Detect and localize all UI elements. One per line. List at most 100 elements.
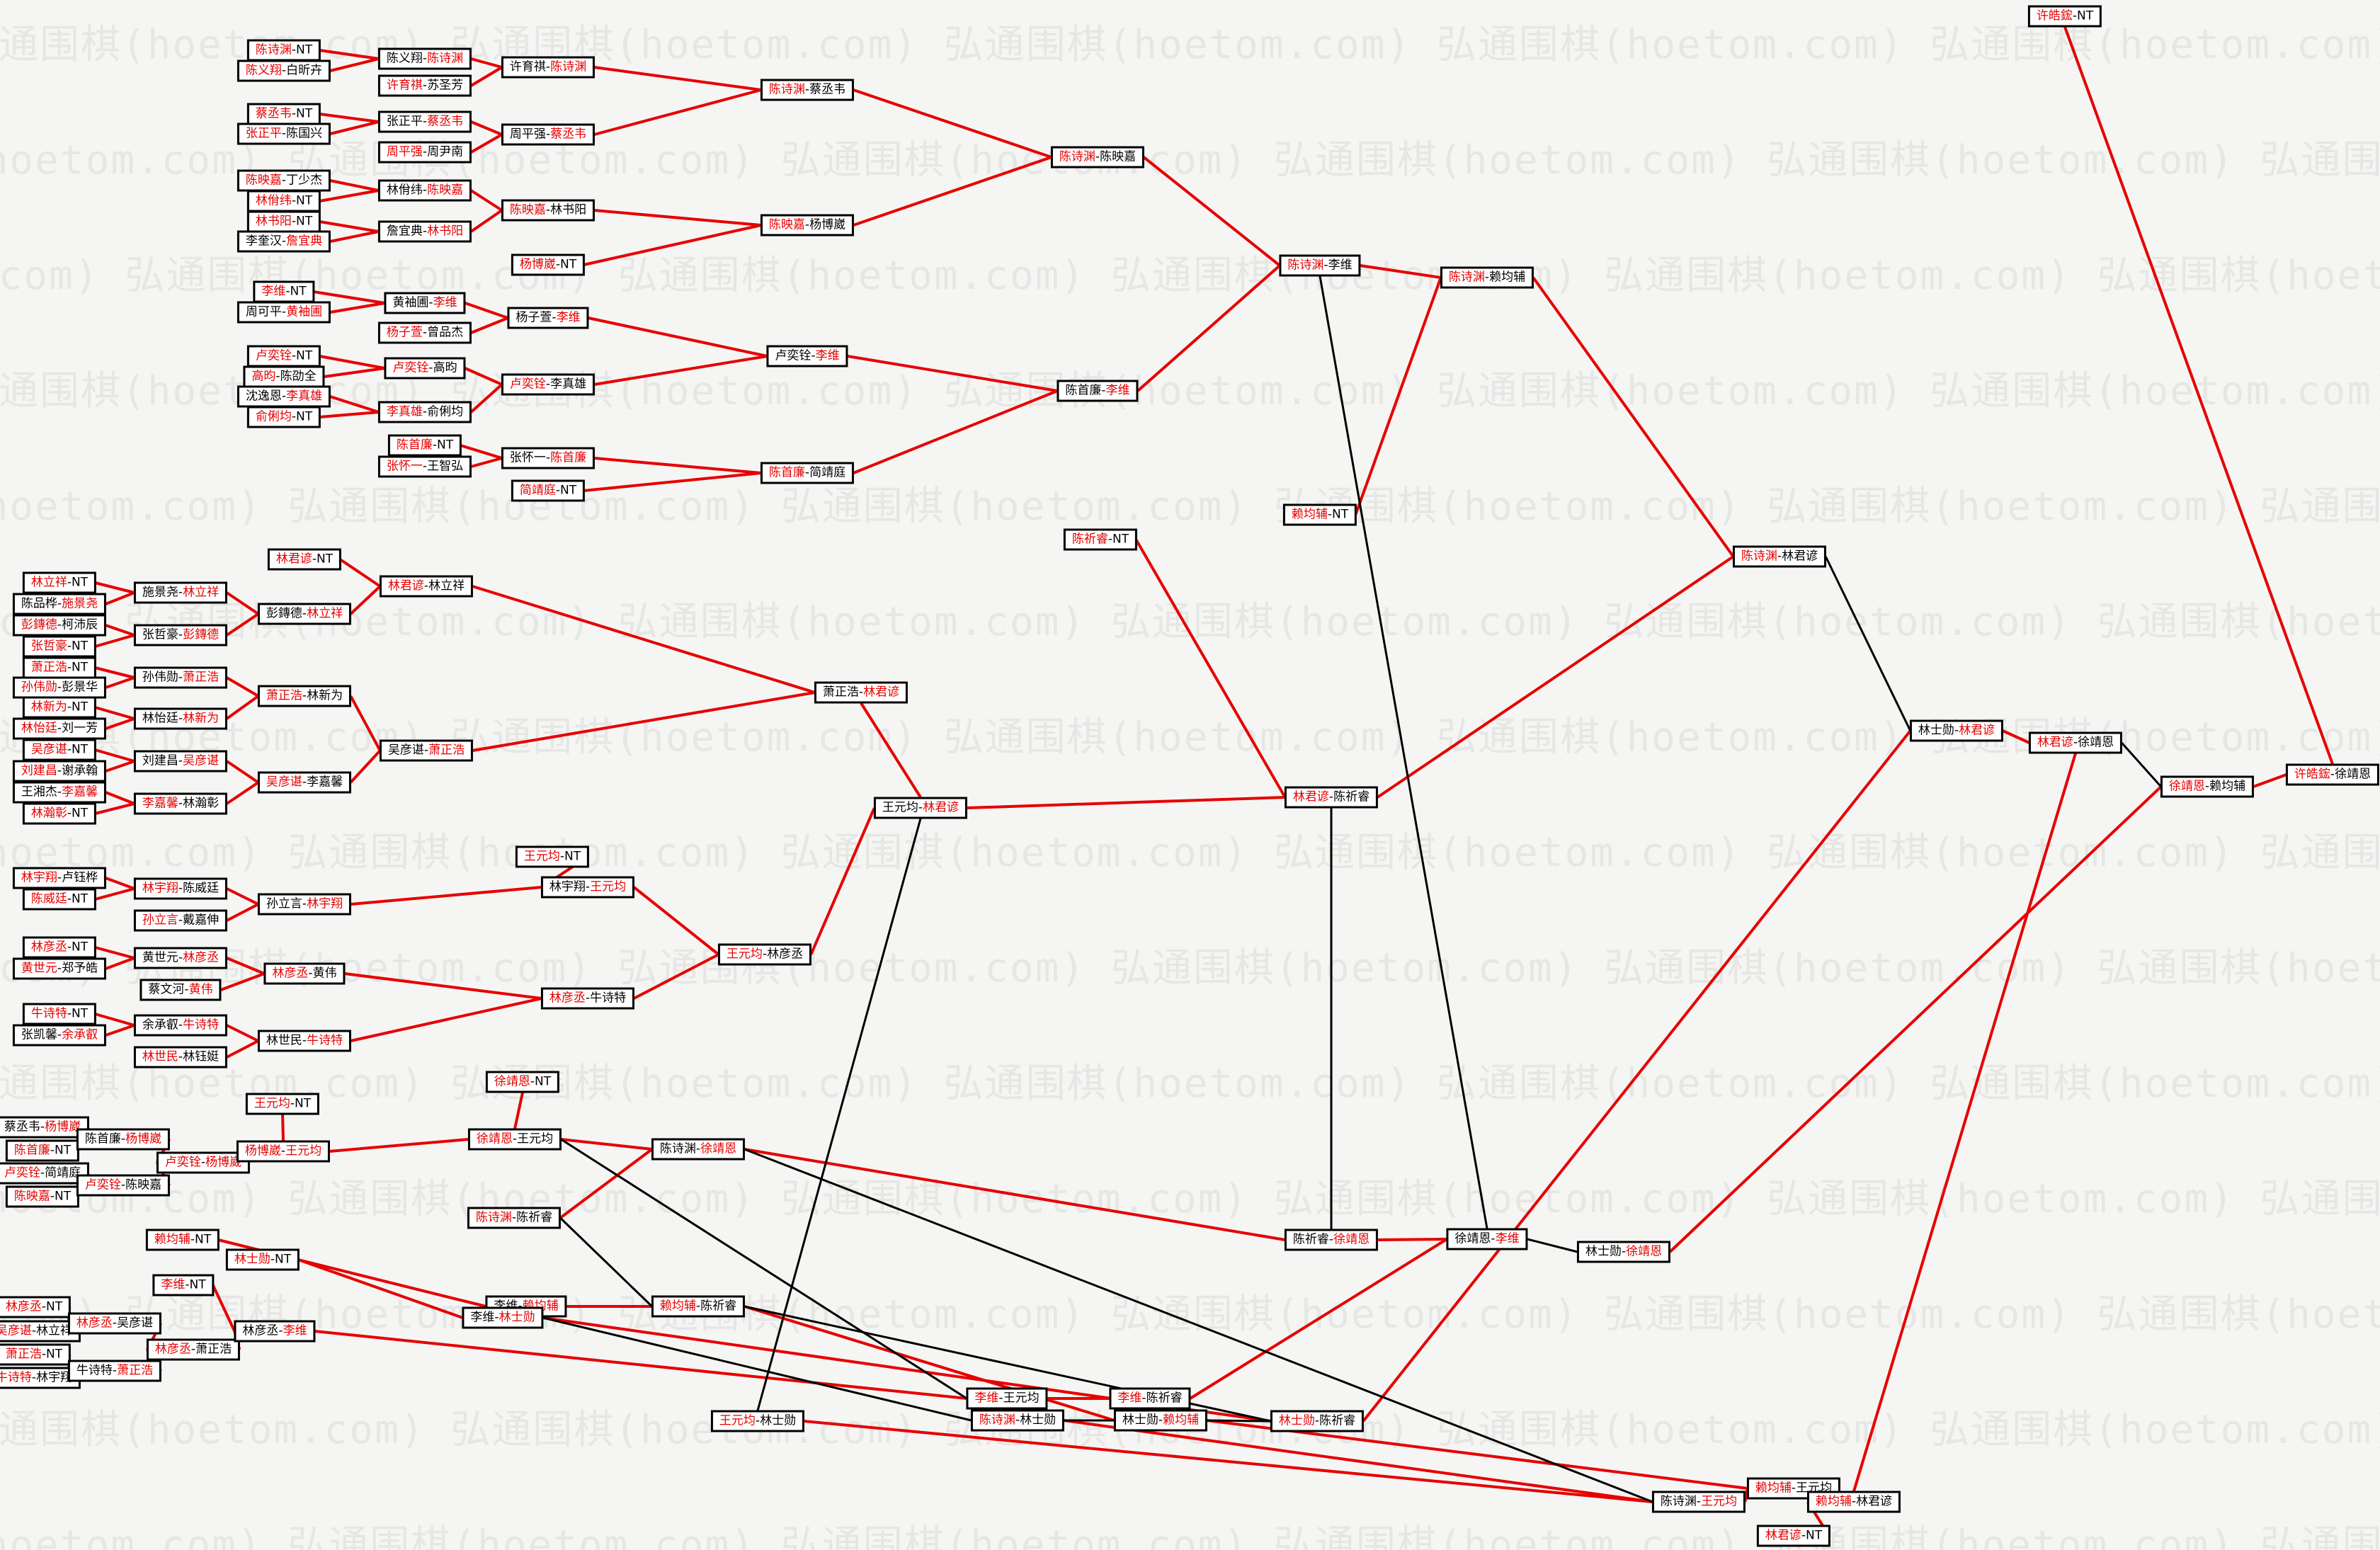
match-box-C09[interactable]: 吴彦谌-NT — [22, 739, 97, 761]
match-box-E13[interactable]: 赖均辅-陈祈睿 — [651, 1295, 746, 1318]
match-box-E06[interactable]: 卢奕铨-陈映嘉 — [76, 1174, 171, 1197]
match-box-E02[interactable]: 陈首廉-NT — [5, 1139, 80, 1162]
match-box-G3[interactable]: 李维-陈祈睿 — [1109, 1387, 1191, 1410]
match-box-A17[interactable]: 詹宜典-林书阳 — [377, 220, 472, 243]
match-box-B06[interactable]: 卢奕铨-NT — [246, 345, 321, 367]
match-box-I5[interactable]: 许皓鋐-NT — [2027, 5, 2102, 28]
match-box-G5[interactable]: 林士勋-陈祈睿 — [1270, 1410, 1365, 1432]
match-box-C25[interactable]: 萧正浩-林君谚 — [814, 681, 909, 704]
match-box-E04[interactable]: 陈映嘉-NT — [5, 1185, 80, 1208]
match-box-D19[interactable]: 王元均-林彦丞 — [717, 943, 812, 966]
match-box-C13[interactable]: 施景尧-林立祥 — [133, 581, 228, 604]
match-box-H2[interactable]: 赖均辅-王元均 — [1746, 1477, 1841, 1500]
match-box-B11[interactable]: 李真雄-俞俐均 — [377, 401, 472, 423]
match-box-E03[interactable]: 卢奕铨-简靖庭 — [0, 1162, 90, 1185]
match-box-B20[interactable]: 陈首廉-李维 — [1057, 380, 1139, 402]
match-box-D03[interactable]: 林宇翔-陈威廷 — [133, 877, 228, 900]
match-box-A13[interactable]: 林佾纬-NT — [246, 190, 321, 212]
match-box-A21[interactable]: 陈诗渊-陈映嘉 — [1050, 146, 1145, 169]
match-box-C06[interactable]: 孙伟勋-彭景华 — [12, 676, 107, 699]
match-box-A03[interactable]: 陈义翔-陈诗渊 — [377, 47, 472, 70]
match-box-B19[interactable]: 陈首廉-简靖庭 — [760, 462, 855, 484]
match-box-H1[interactable]: 陈诗渊-王元均 — [1651, 1491, 1746, 1513]
match-box-E01[interactable]: 蔡丞韦-杨博崴 — [0, 1116, 90, 1139]
match-box-G1[interactable]: 李维-王元均 — [966, 1387, 1048, 1410]
match-box-A02[interactable]: 陈义翔-白昕卉 — [237, 59, 331, 82]
match-box-C16[interactable]: 林怡廷-林新为 — [133, 707, 228, 730]
match-box-C15[interactable]: 孙伟勋-萧正浩 — [133, 666, 228, 689]
match-box-A15[interactable]: 林书阳-NT — [246, 210, 321, 233]
match-box-A20[interactable]: 陈映嘉-杨博崴 — [760, 214, 855, 237]
match-box-I3[interactable]: 徐靖恩-赖均辅 — [2160, 775, 2255, 798]
match-box-F05[interactable]: 林彦丞-吴彦谌 — [67, 1312, 162, 1335]
match-box-A19[interactable]: 杨博崴-NT — [511, 253, 586, 276]
match-box-B02[interactable]: 周可平-黄袖圃 — [237, 301, 331, 324]
match-box-F07[interactable]: 林彦丞-萧正浩 — [146, 1338, 241, 1361]
match-box-E05[interactable]: 陈首廉-杨博崴 — [76, 1128, 171, 1151]
match-box-A07[interactable]: 张正平-陈国兴 — [237, 122, 331, 145]
match-box-D11[interactable]: 王元均-NT — [515, 845, 590, 868]
match-box-C19[interactable]: 林君谚-NT — [267, 548, 342, 571]
match-box-E10[interactable]: 徐靖恩-王元均 — [467, 1128, 562, 1151]
match-box-A08[interactable]: 张正平-蔡丞韦 — [377, 110, 472, 133]
match-box-C07[interactable]: 林新为-NT — [22, 696, 97, 719]
match-box-C22[interactable]: 吴彦谌-李嘉馨 — [257, 771, 352, 794]
match-box-D13[interactable]: 张凯馨-余承叡 — [12, 1024, 107, 1047]
match-box-C12[interactable]: 林瀚彰-NT — [22, 802, 97, 825]
match-box-B03[interactable]: 黄袖圃-李维 — [384, 292, 466, 314]
match-box-D16[interactable]: 林世民-牛诗特 — [257, 1030, 352, 1052]
match-box-E09[interactable]: 杨博崴-王元均 — [236, 1140, 331, 1163]
match-box-C20[interactable]: 彭鏄德-林立祥 — [257, 603, 352, 625]
match-box-B16[interactable]: 张怀一-王智弘 — [377, 455, 472, 478]
match-box-F4b[interactable]: 吴彦谌-林立祥 — [0, 1320, 81, 1343]
match-box-D17[interactable]: 林宇翔-王元均 — [540, 876, 635, 899]
match-box-A12[interactable]: 陈映嘉-丁少杰 — [237, 169, 331, 192]
match-box-D12[interactable]: 牛诗特-NT — [22, 1003, 97, 1025]
match-box-B17[interactable]: 张怀一-陈首廉 — [501, 447, 596, 469]
match-box-J1[interactable]: 陈诗渊-林君谚 — [1732, 545, 1827, 568]
match-box-E11[interactable]: 陈诗渊-徐靖恩 — [651, 1138, 746, 1161]
match-box-F06[interactable]: 牛诗特-萧正浩 — [67, 1360, 162, 1382]
match-box-A06[interactable]: 蔡丞韦-NT — [246, 103, 321, 125]
match-box-F04[interactable]: 林彦丞-NT — [0, 1296, 72, 1318]
match-box-F4c[interactable]: 萧正浩-NT — [0, 1343, 72, 1366]
match-box-C02[interactable]: 陈品桦-施景尧 — [12, 593, 107, 615]
match-box-D02[interactable]: 陈威廷-NT — [22, 888, 97, 911]
match-box-I1[interactable]: 林士勋-林君谚 — [1909, 719, 2004, 742]
match-box-C24[interactable]: 吴彦谌-萧正浩 — [379, 739, 474, 762]
match-box-I2[interactable]: 林君谚-徐靖恩 — [2028, 731, 2123, 754]
match-box-C18[interactable]: 李嘉馨-林瀚彰 — [133, 792, 228, 815]
match-box-D06[interactable]: 林彦丞-NT — [22, 936, 97, 959]
match-box-H4[interactable]: 林君谚-NT — [1756, 1525, 1831, 1547]
match-box-C17[interactable]: 刘建昌-吴彦谌 — [133, 750, 228, 773]
match-box-C11[interactable]: 王湘杰-李嘉馨 — [12, 781, 107, 804]
match-box-F02[interactable]: 林士勋-NT — [225, 1248, 300, 1271]
match-box-B04[interactable]: 杨子萱-曾品杰 — [377, 321, 472, 344]
match-box-B15[interactable]: 陈首廉-NT — [387, 434, 462, 457]
match-box-G4[interactable]: 林士勋-赖均辅 — [1113, 1409, 1208, 1432]
match-box-A11[interactable]: 陈诗渊-蔡丞韦 — [760, 79, 855, 101]
match-box-D01[interactable]: 林宇翔-卢钰桦 — [12, 867, 107, 889]
match-box-F4d[interactable]: 牛诗特-林宇翔 — [0, 1367, 81, 1389]
match-box-D15[interactable]: 林世民-林钰娗 — [133, 1046, 228, 1069]
match-box-C01[interactable]: 林立祥-NT — [22, 571, 97, 594]
match-box-A10[interactable]: 周平强-蔡丞韦 — [501, 123, 596, 146]
match-box-B05[interactable]: 杨子萱-李维 — [507, 307, 589, 329]
match-box-C14[interactable]: 张哲豪-彭鏄德 — [133, 624, 228, 646]
match-box-B12[interactable]: 卢奕铨-李真雄 — [501, 373, 596, 396]
match-box-B13[interactable]: 卢奕铨-李维 — [766, 345, 848, 367]
match-box-R01[interactable]: 陈诗渊-赖均辅 — [1440, 266, 1535, 289]
match-box-D07[interactable]: 黄世元-郑予皓 — [12, 957, 107, 980]
match-box-L1[interactable]: 王元均-林士勋 — [710, 1410, 805, 1432]
match-box-C03[interactable]: 彭鏄德-柯沛辰 — [12, 614, 107, 637]
match-box-K1[interactable]: 林君谚-陈祈睿 — [1284, 786, 1379, 809]
match-box-B10[interactable]: 俞俐均-NT — [246, 406, 321, 428]
match-box-B09[interactable]: 沈逸恩-李真雄 — [237, 385, 331, 408]
match-box-C26[interactable]: 王元均-林君谚 — [873, 797, 968, 819]
match-box-D09[interactable]: 蔡文河-黄伟 — [140, 979, 222, 1001]
match-box-D20[interactable]: 徐靖恩-NT — [485, 1071, 560, 1093]
match-box-E15[interactable]: 李维-林士勋 — [462, 1306, 544, 1329]
match-box-B14[interactable]: 陈诗渊-李维 — [1279, 254, 1361, 277]
match-box-F03[interactable]: 李维-NT — [152, 1274, 215, 1297]
match-box-A14[interactable]: 林佾纬-陈映嘉 — [377, 179, 472, 202]
